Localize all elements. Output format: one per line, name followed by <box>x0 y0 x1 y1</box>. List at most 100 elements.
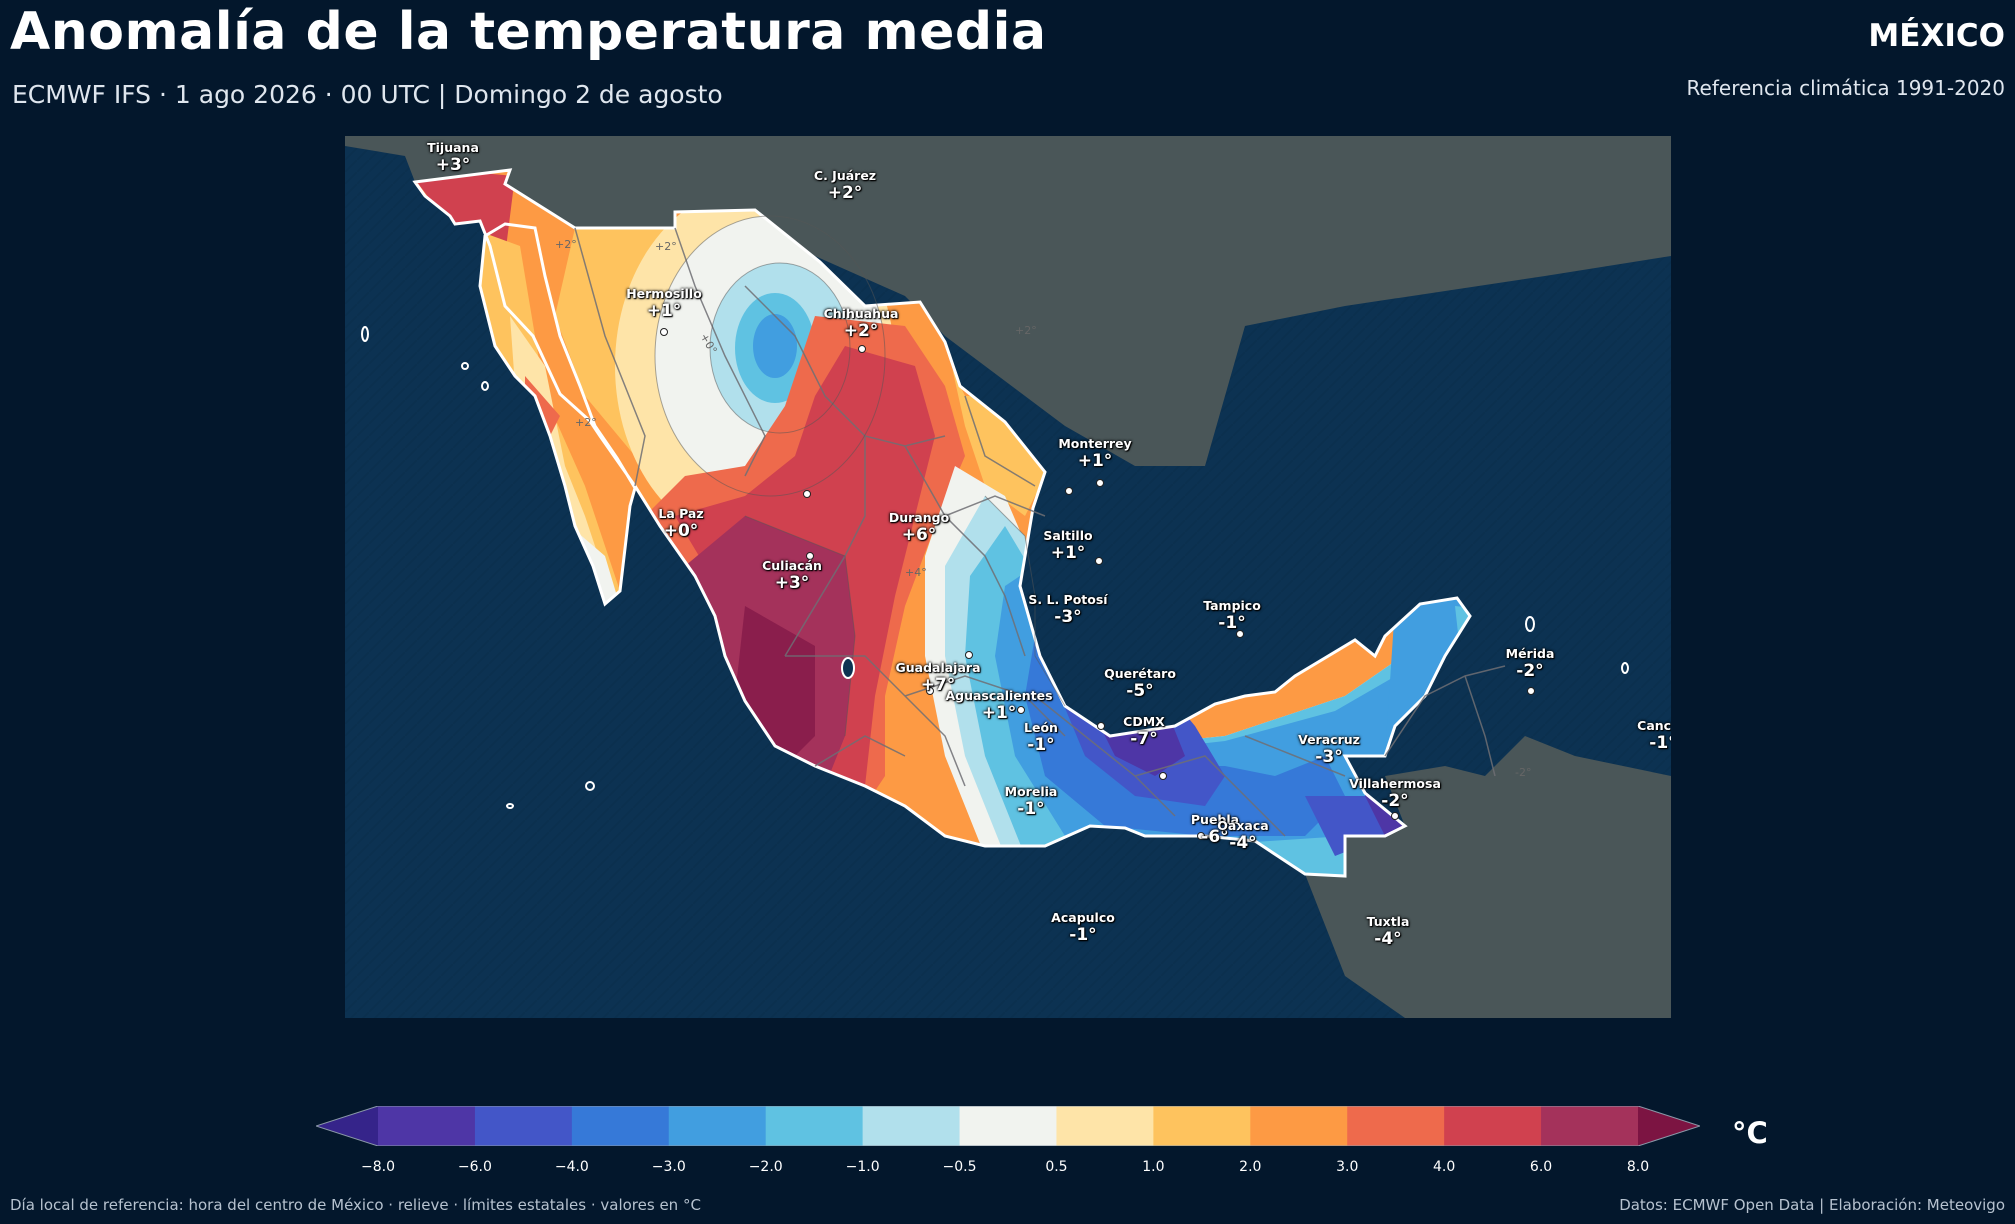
colorbar-bin <box>668 1106 767 1146</box>
city-label-oaxaca: Oaxaca -4° <box>1217 818 1268 853</box>
city-dot <box>1097 722 1105 730</box>
footer-note: Día local de referencia: hora del centro… <box>10 1196 701 1214</box>
city-label-saltillo: Saltillo +1° <box>1043 528 1092 563</box>
city-name: Chihuahua <box>823 306 899 321</box>
city-label-slp: S. L. Potosí -3° <box>1028 592 1107 627</box>
page-title: Anomalía de la temperatura media <box>10 2 1047 62</box>
colorbar-tick-label: −1.0 <box>845 1159 880 1175</box>
islands <box>361 326 1629 809</box>
city-anomaly: +1° <box>1077 451 1113 471</box>
city-anomaly: +1° <box>981 703 1017 723</box>
city-label-veracruz: Veracruz -3° <box>1298 732 1360 767</box>
city-name: Querétaro <box>1104 666 1176 681</box>
city-anomaly: -3° <box>1315 747 1343 767</box>
contour-lines <box>654 215 1066 737</box>
city-dot <box>1017 706 1025 714</box>
colorbar-bin <box>1541 1106 1639 1146</box>
city-name: Veracruz <box>1298 732 1360 747</box>
city-name: Morelia <box>1004 784 1058 799</box>
city-anomaly: +0° <box>663 521 699 541</box>
colorbar-tick-label: −8.0 <box>361 1159 395 1175</box>
city-anomaly: +3° <box>774 573 810 593</box>
climate-reference: Referencia climática 1991-2020 <box>1686 76 2005 100</box>
city-anomaly: -2° <box>1381 791 1409 811</box>
city-name: Cancún <box>1637 718 1671 733</box>
city-dot <box>965 651 973 659</box>
city-label-acapulco: Acapulco -1° <box>1051 910 1115 945</box>
city-dot <box>1527 687 1535 695</box>
colorbar-bin <box>378 1106 476 1146</box>
city-dot <box>1095 557 1103 565</box>
city-label-culiacan: Culiacán +3° <box>762 558 822 593</box>
city-label-monterrey: Monterrey +1° <box>1058 436 1131 471</box>
colorbar-bin <box>1347 1106 1445 1146</box>
colorbar-bin <box>959 1106 1057 1146</box>
city-label-tuxtla: Tuxtla -4° <box>1367 914 1410 949</box>
city-dot <box>926 687 934 695</box>
city-dot <box>1236 630 1244 638</box>
contour-label: +2° <box>575 416 597 429</box>
city-dot <box>1197 832 1205 840</box>
contour-label: +2° <box>555 238 577 251</box>
city-name: Monterrey <box>1058 436 1132 451</box>
city-anomaly: +6° <box>901 525 937 545</box>
city-label-tijuana: Tijuana +3° <box>427 140 479 175</box>
city-anomaly: +2° <box>843 321 879 341</box>
contour-label: +2° <box>655 240 677 253</box>
city-anomaly: -5° <box>1126 681 1154 701</box>
city-anomaly: -1° <box>1069 925 1097 945</box>
colorbar-tick-label: 2.0 <box>1239 1159 1262 1175</box>
city-name: Tijuana <box>427 140 479 155</box>
colorbar <box>316 1106 1700 1146</box>
colorbar-bins <box>378 1106 1639 1146</box>
colorbar-tick-label: 0.5 <box>1045 1159 1068 1175</box>
city-anomaly: -1° <box>1017 799 1045 819</box>
city-name: Durango <box>888 510 950 525</box>
city-name: Hermosillo <box>626 286 702 301</box>
city-dot <box>1065 487 1073 495</box>
city-name: CDMX <box>1123 714 1165 729</box>
colorbar-bin <box>571 1106 670 1146</box>
city-name: Mérida <box>1505 646 1555 661</box>
city-label-juarez: C. Juárez +2° <box>814 168 876 203</box>
contour-label: +2° <box>1015 324 1037 337</box>
city-anomaly: -4° <box>1374 929 1402 949</box>
city-name: Puebla <box>1190 812 1240 827</box>
state-borders <box>574 227 1506 837</box>
usa-land <box>345 136 1671 466</box>
city-anomaly: +3° <box>435 155 471 175</box>
colorbar-tick-label: −3.0 <box>651 1159 686 1175</box>
city-name: Aguascalientes <box>945 688 1053 703</box>
city-name: Tuxtla <box>1366 914 1410 929</box>
city-name: S. L. Potosí <box>1028 592 1108 607</box>
colorbar-bin <box>1056 1106 1154 1146</box>
colorbar-bin <box>862 1106 961 1146</box>
city-label-queretaro: Querétaro -5° <box>1104 666 1176 701</box>
city-label-aguascalientes: Aguascalientes +1° <box>945 688 1052 723</box>
city-anomaly: -6° <box>1201 827 1229 847</box>
city-dot <box>803 490 811 498</box>
city-anomaly: -4° <box>1229 833 1257 853</box>
city-anomaly: -3° <box>1054 607 1082 627</box>
forecast-subtitle: ECMWF IFS · 1 ago 2026 · 00 UTC | Doming… <box>12 80 723 109</box>
central-america-land <box>1305 736 1671 1018</box>
colorbar-tick-label: −4.0 <box>554 1159 589 1175</box>
colorbar-under-arrow <box>316 1106 378 1146</box>
city-label-morelia: Morelia -1° <box>1005 784 1058 819</box>
colorbar-tick-label: 1.0 <box>1142 1159 1165 1175</box>
city-dot <box>806 552 814 560</box>
map-canvas: +2° +2° +0° +2° +2° +4° -2° <box>345 136 1671 1018</box>
colorbar-tick-label: −6.0 <box>457 1159 492 1175</box>
colorbar-over-arrow <box>1638 1106 1700 1146</box>
city-anomaly: +1° <box>1050 543 1086 563</box>
city-name: Villahermosa <box>1349 776 1441 791</box>
colorbar-tick-label: 4.0 <box>1433 1159 1456 1175</box>
city-label-lapaz: La Paz +0° <box>658 506 703 541</box>
city-name: C. Juárez <box>813 168 877 183</box>
city-anomaly: -2° <box>1516 661 1544 681</box>
colorbar-bin <box>1250 1106 1348 1146</box>
city-dot <box>858 345 866 353</box>
city-dot <box>1159 772 1167 780</box>
colorbar-tick-label: 8.0 <box>1626 1159 1650 1175</box>
colorbar-bin <box>765 1106 864 1146</box>
